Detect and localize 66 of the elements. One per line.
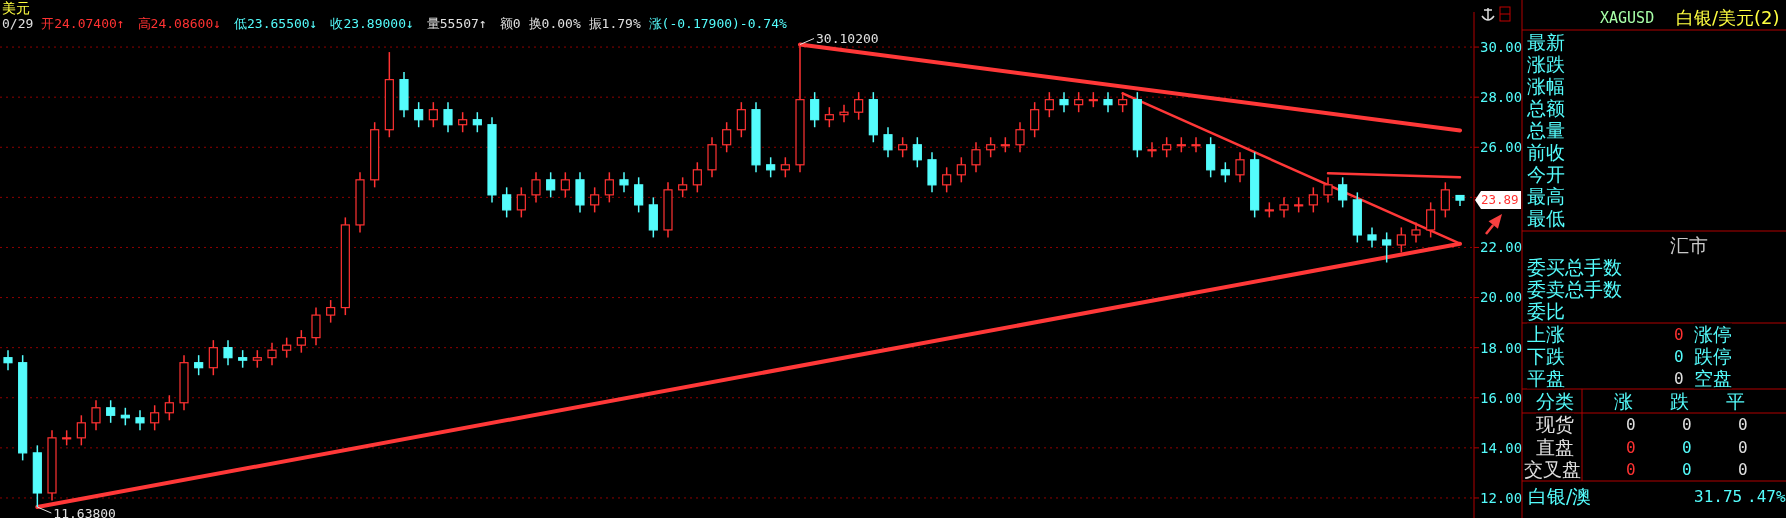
y-tick-label: 30.00 bbox=[1480, 38, 1523, 55]
text: 白银/美元(2) bbox=[1676, 7, 1780, 29]
text: 委买总手数 bbox=[1527, 255, 1622, 278]
text: 0 bbox=[1682, 437, 1692, 457]
text: 委卖总手数 bbox=[1527, 277, 1622, 300]
text: 23.89 bbox=[1481, 192, 1519, 208]
text: 直盘 bbox=[1536, 435, 1574, 458]
text: 涨 bbox=[1614, 389, 1633, 412]
text: 0 bbox=[1738, 414, 1748, 434]
text: 跌停 bbox=[1694, 344, 1732, 367]
text: .47% bbox=[1747, 486, 1786, 506]
annotation: 额0 bbox=[499, 16, 521, 31]
y-tick-label: 20.00 bbox=[1480, 289, 1523, 306]
text: 汇市 bbox=[1670, 233, 1708, 256]
text: 涨幅 bbox=[1527, 74, 1565, 97]
text: 分类 bbox=[1536, 389, 1574, 412]
text: 交叉盘 bbox=[1524, 457, 1581, 480]
annotation: 0/29 bbox=[2, 16, 34, 31]
y-tick-label: 18.00 bbox=[1480, 339, 1523, 356]
y-tick-label: 12.00 bbox=[1480, 489, 1523, 506]
annotation: 收23.89000↓ bbox=[330, 16, 414, 31]
text: 今开 bbox=[1527, 162, 1565, 185]
annotation: 高24.08600↓ bbox=[137, 16, 222, 31]
text: 最高 bbox=[1527, 184, 1565, 207]
text: 平盘 bbox=[1527, 366, 1565, 389]
y-tick-label: 14.00 bbox=[1480, 439, 1523, 456]
text: 0 bbox=[1682, 414, 1692, 434]
annotation: 11.63800 bbox=[53, 505, 116, 518]
text: 涨停 bbox=[1694, 322, 1732, 345]
annotation: 涨(-0.17900)-0.74% bbox=[648, 16, 787, 31]
text: 平 bbox=[1726, 389, 1745, 412]
text: 总量 bbox=[1526, 118, 1565, 141]
annotation: 开24.07400↑ bbox=[41, 16, 125, 31]
text: 下跌 bbox=[1527, 344, 1565, 367]
annotation: 换0.00% bbox=[528, 16, 581, 31]
text: XAGUSD bbox=[1600, 9, 1655, 28]
text: 0 bbox=[1674, 324, 1684, 344]
annotation: 低23.65500↓ bbox=[234, 16, 318, 31]
text: 31.75 bbox=[1694, 486, 1743, 506]
chart-title: 美元 bbox=[2, 0, 30, 16]
text: 白银/澳 bbox=[1528, 484, 1592, 507]
text: 0 bbox=[1626, 414, 1636, 434]
text: 空盘 bbox=[1694, 366, 1732, 389]
text: 0 bbox=[1626, 459, 1636, 479]
annotation: 30.10200 bbox=[816, 31, 879, 47]
y-tick-label: 26.00 bbox=[1480, 139, 1523, 156]
y-tick-label: 22.00 bbox=[1480, 239, 1523, 256]
text: 总额 bbox=[1526, 96, 1565, 119]
text: 0 bbox=[1738, 459, 1748, 479]
text: 0 bbox=[1682, 459, 1692, 479]
y-tick-label: 16.00 bbox=[1480, 389, 1523, 406]
text: 0 bbox=[1674, 346, 1684, 366]
text: 0 bbox=[1674, 368, 1684, 388]
annotation: 量55507↑ bbox=[426, 16, 487, 31]
text: 现货 bbox=[1536, 412, 1574, 435]
text: 0 bbox=[1738, 437, 1748, 457]
annotation: 振1.79% bbox=[588, 16, 641, 31]
text: 委比 bbox=[1527, 299, 1565, 322]
text: 涨跌 bbox=[1527, 52, 1565, 75]
text: 0 bbox=[1626, 437, 1636, 457]
text: 最低 bbox=[1527, 206, 1565, 229]
text: 上涨 bbox=[1527, 322, 1565, 345]
y-tick-label: 28.00 bbox=[1480, 89, 1523, 106]
text: 跌 bbox=[1670, 389, 1689, 412]
text: 前收 bbox=[1527, 140, 1565, 163]
text: 最新 bbox=[1527, 30, 1565, 53]
